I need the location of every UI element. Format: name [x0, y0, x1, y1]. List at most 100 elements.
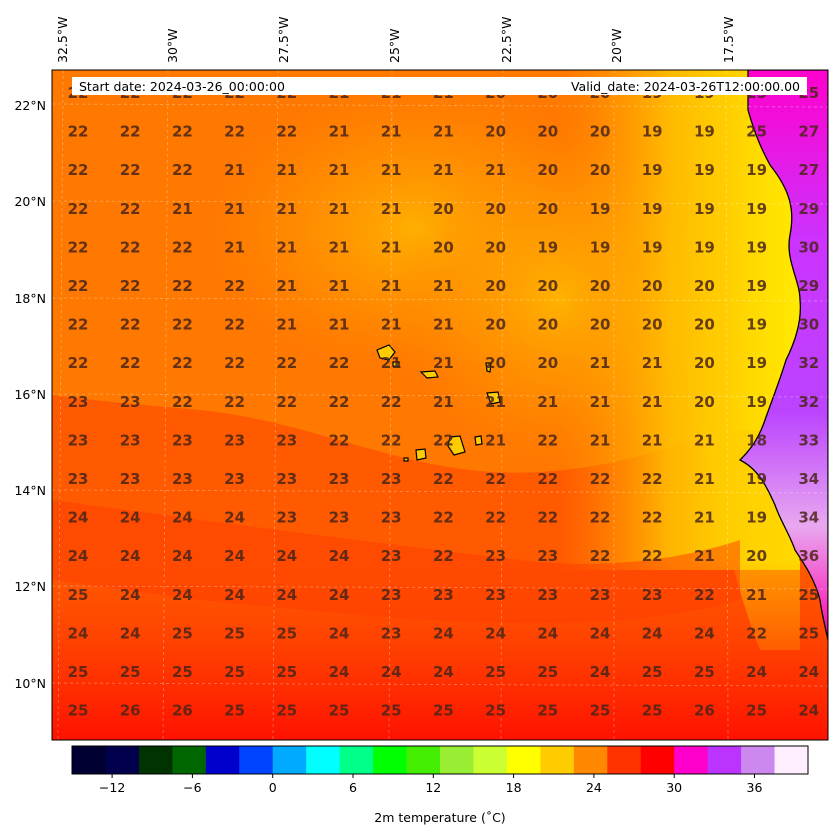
africa-landmass: [738, 70, 828, 641]
lon-label-17-5w: 17.5°W: [721, 17, 736, 63]
grid-value: 20: [590, 277, 611, 295]
grid-value: 34: [798, 509, 819, 527]
grid-value: 19: [694, 238, 715, 256]
valid-date-label: Valid_date: 2024-03-26T12:00:00.00: [571, 79, 800, 94]
grid-value: 21: [224, 161, 245, 179]
lon-label-22-5w: 22.5°W: [499, 17, 514, 63]
grid-value: 19: [590, 238, 611, 256]
colorbar-tick-label: 0: [269, 780, 277, 795]
grid-value: 22: [276, 393, 297, 411]
latitude-axis: 22°N 20°N 18°N 16°N 14°N 12°N 10°N: [14, 98, 46, 691]
grid-value: 21: [433, 316, 454, 334]
grid-value: 21: [485, 431, 506, 449]
grid-value: 24: [276, 586, 297, 604]
grid-value: 19: [746, 509, 767, 527]
grid-value: 24: [433, 624, 454, 642]
grid-value: 23: [120, 393, 141, 411]
colorbar-swatch: [172, 746, 207, 774]
grid-value: 22: [68, 123, 89, 141]
grid-value: 25: [68, 702, 89, 720]
grid-value: 22: [68, 238, 89, 256]
grid-value: 25: [224, 702, 245, 720]
grid-value: 23: [590, 586, 611, 604]
grid-value: 33: [798, 431, 819, 449]
grid-value: 20: [590, 316, 611, 334]
grid-value: 21: [590, 431, 611, 449]
grid-value: 21: [537, 393, 558, 411]
grid-value: 19: [537, 238, 558, 256]
grid-value: 23: [172, 431, 193, 449]
grid-value: 22: [329, 431, 350, 449]
grid-value: 24: [68, 547, 89, 565]
grid-value: 25: [224, 663, 245, 681]
grid-value: 21: [224, 238, 245, 256]
grid-value: 21: [381, 200, 402, 218]
grid-value: 23: [276, 431, 297, 449]
grid-value: 21: [329, 277, 350, 295]
grid-value: 24: [120, 624, 141, 642]
grid-value: 24: [68, 624, 89, 642]
colorbar-tick-label: 18: [506, 780, 522, 795]
colorbar-swatch: [573, 746, 608, 774]
grid-value: 23: [68, 393, 89, 411]
colorbar-swatch: [239, 746, 274, 774]
cape-verde-islands: [376, 344, 501, 462]
grid-value: 22: [172, 393, 193, 411]
grid-value: 25: [276, 702, 297, 720]
grid-value: 19: [746, 200, 767, 218]
grid-value: 25: [642, 702, 663, 720]
colorbar-label: 2m temperature (˚C): [374, 810, 505, 825]
grid-value: 19: [746, 277, 767, 295]
colorbar-tick-label: 12: [425, 780, 441, 795]
grid-value: 20: [485, 238, 506, 256]
grid-value: 20: [485, 200, 506, 218]
grid-value: 21: [694, 470, 715, 488]
colorbar-tick-label: 24: [586, 780, 602, 795]
grid-value: 21: [694, 547, 715, 565]
grid-value: 22: [68, 200, 89, 218]
grid-value: 21: [433, 393, 454, 411]
grid-value: 20: [694, 393, 715, 411]
grid-value: 23: [120, 431, 141, 449]
grid-value: 20: [537, 200, 558, 218]
grid-value: 21: [381, 354, 402, 372]
grid-value: 21: [694, 509, 715, 527]
grid-value: 21: [485, 161, 506, 179]
grid-value: 21: [642, 393, 663, 411]
grid-value: 25: [537, 702, 558, 720]
lon-label-32-5w: 32.5°W: [55, 17, 70, 63]
grid-value: 21: [381, 238, 402, 256]
grid-value: 23: [329, 470, 350, 488]
colorbar-swatch: [105, 746, 140, 774]
grid-value: 22: [642, 547, 663, 565]
grid-value: 30: [798, 316, 819, 334]
grid-value: 23: [537, 586, 558, 604]
grid-value: 24: [224, 547, 245, 565]
colorbar-swatch: [741, 746, 776, 774]
grid-value: 24: [746, 663, 767, 681]
temperature-field: 22 22 22 22 22 21 21 21 20 20 20 19 19 25 25 22 22 22 22 22…: [52, 70, 828, 740]
grid-value: 25: [485, 702, 506, 720]
colorbar-swatch: [406, 746, 441, 774]
grid-value: 27: [798, 161, 819, 179]
grid-value: 25: [172, 663, 193, 681]
grid-value: 22: [537, 431, 558, 449]
grid-value: 25: [642, 663, 663, 681]
grid-value: 22: [224, 277, 245, 295]
grid-value: 24: [433, 663, 454, 681]
colorbar-swatch: [306, 746, 341, 774]
grid-value: 22: [276, 354, 297, 372]
grid-value: 19: [642, 123, 663, 141]
grid-value: 22: [329, 354, 350, 372]
colorbar-swatch: [272, 746, 307, 774]
grid-value: 20: [537, 123, 558, 141]
grid-value: 24: [694, 624, 715, 642]
grid-value: 23: [68, 470, 89, 488]
grid-value: 23: [433, 586, 454, 604]
grid-value: 34: [798, 470, 819, 488]
grid-value: 20: [485, 316, 506, 334]
grid-value: 20: [590, 123, 611, 141]
graticule: [52, 70, 828, 740]
grid-value: 29: [798, 277, 819, 295]
grid-value: 19: [746, 161, 767, 179]
